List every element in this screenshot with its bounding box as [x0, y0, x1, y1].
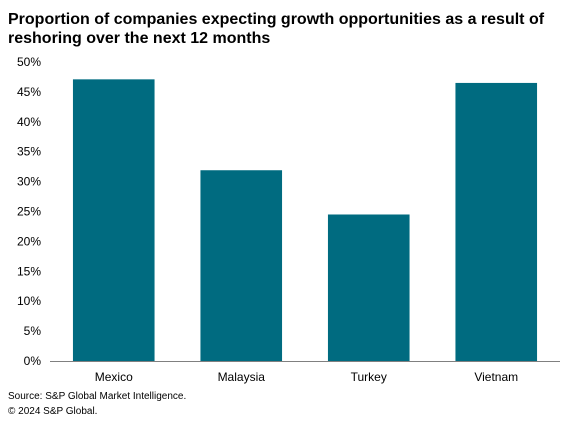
y-tick-label: 35% — [17, 145, 41, 159]
bar-vietnam — [455, 82, 538, 362]
copyright-note: © 2024 S&P Global. — [8, 406, 98, 417]
bar-turkey — [327, 214, 410, 361]
bar-series — [72, 79, 538, 362]
y-tick-label: 20% — [17, 234, 41, 248]
x-axis-tick-labels: Mexico Malaysia Turkey Vietnam — [95, 370, 518, 384]
y-tick-label: 5% — [24, 324, 42, 338]
source-note: Source: S&P Global Market Intelligence. — [8, 391, 187, 402]
y-tick-label: 30% — [17, 175, 41, 189]
y-tick-label: 40% — [17, 115, 41, 129]
y-tick-label: 50% — [17, 55, 41, 69]
bar-mexico — [72, 79, 155, 361]
x-tick-label: Malaysia — [218, 370, 266, 384]
x-tick-label: Turkey — [351, 370, 387, 384]
y-axis-tick-labels: 0% 5% 10% 15% 20% 25% 30% 35% 40% 45% 50% — [17, 55, 41, 368]
y-tick-label: 25% — [17, 205, 41, 219]
y-tick-label: 15% — [17, 264, 41, 278]
x-tick-label: Mexico — [95, 370, 133, 384]
bar-malaysia — [200, 170, 283, 361]
y-tick-label: 45% — [17, 85, 41, 99]
y-tick-label: 10% — [17, 294, 41, 308]
x-tick-label: Vietnam — [474, 370, 518, 384]
y-tick-label: 0% — [24, 354, 42, 368]
chart-title: Proportion of companies expecting growth… — [8, 11, 545, 47]
